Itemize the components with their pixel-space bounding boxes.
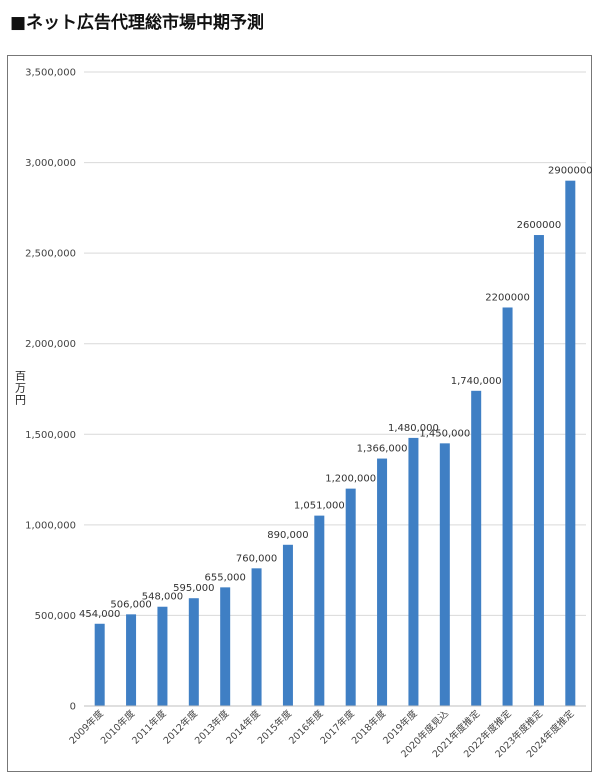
bar	[471, 390, 482, 706]
data-label: 655,000	[205, 572, 246, 583]
data-label: 1,450,000	[419, 428, 470, 439]
y-tick-label: 3,000,000	[25, 158, 76, 169]
bar	[439, 443, 450, 706]
bar	[188, 598, 199, 706]
bar	[94, 623, 105, 706]
data-label: 1,740,000	[451, 376, 502, 387]
data-label: 2900000	[548, 166, 593, 177]
y-tick-label: 2,000,000	[25, 339, 76, 350]
data-label: 1,200,000	[325, 474, 376, 485]
data-label: 506,000	[110, 599, 151, 610]
bar	[345, 488, 356, 706]
bar	[157, 606, 168, 706]
data-label: 1,051,000	[294, 501, 345, 512]
y-tick-label: 1,000,000	[25, 520, 76, 531]
y-tick-label: 500,000	[35, 611, 76, 622]
page-title: ■ネット広告代理総市場中期予測	[10, 13, 265, 33]
y-tick-label: 0	[70, 702, 76, 713]
bar	[533, 235, 544, 706]
bar	[314, 515, 325, 706]
data-label: 760,000	[236, 553, 277, 564]
data-label: 2200000	[485, 292, 530, 303]
data-label: 1,480,000	[388, 423, 439, 434]
data-label: 548,000	[142, 592, 183, 603]
bar	[377, 458, 388, 706]
y-tick-label: 3,500,000	[25, 68, 76, 79]
y-tick-label: 2,500,000	[25, 249, 76, 260]
y-axis-label: 百万円	[14, 370, 27, 406]
data-label: 2600000	[517, 220, 562, 231]
data-label: 454,000	[79, 609, 120, 620]
bar	[126, 614, 137, 706]
data-label: 595,000	[173, 583, 214, 594]
data-label: 890,000	[267, 530, 308, 541]
bar	[502, 307, 513, 706]
chart-frame	[7, 55, 592, 772]
bar	[282, 544, 293, 706]
bar	[565, 180, 576, 706]
bar	[408, 437, 419, 706]
bar	[220, 587, 231, 706]
bar	[251, 568, 262, 706]
y-tick-label: 1,500,000	[25, 430, 76, 441]
data-label: 1,366,000	[357, 444, 408, 455]
